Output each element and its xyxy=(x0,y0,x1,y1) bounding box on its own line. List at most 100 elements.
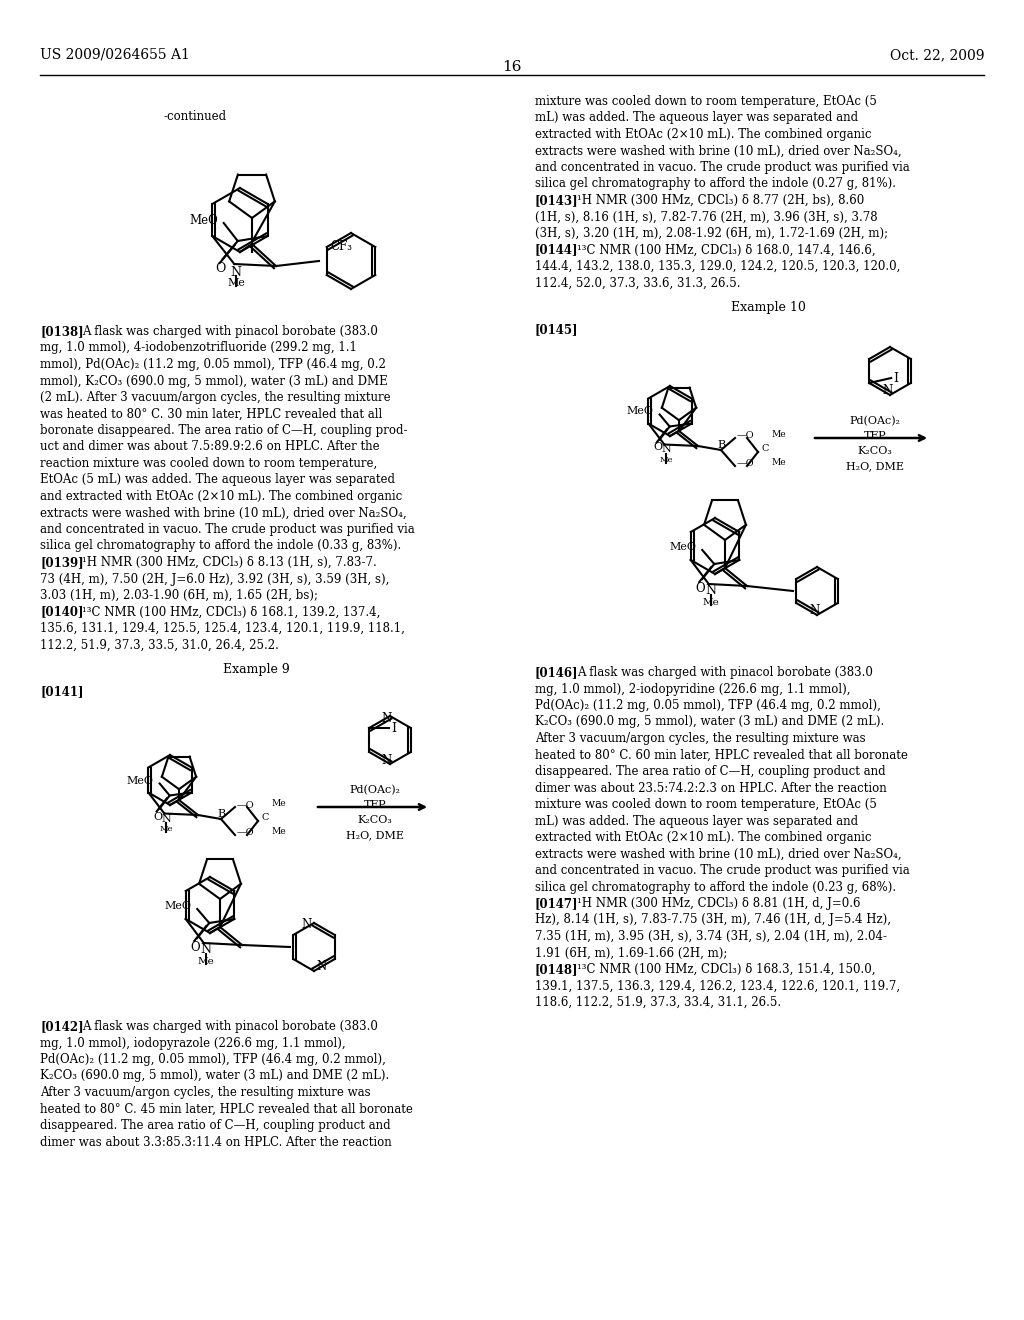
Text: 112.2, 51.9, 37.3, 33.5, 31.0, 26.4, 25.2.: 112.2, 51.9, 37.3, 33.5, 31.0, 26.4, 25.… xyxy=(40,639,279,652)
Text: Pd(OAc)₂ (11.2 mg, 0.05 mmol), TFP (46.4 mg, 0.2 mmol),: Pd(OAc)₂ (11.2 mg, 0.05 mmol), TFP (46.4… xyxy=(535,700,881,711)
Text: ¹³C NMR (100 HMz, CDCl₃) δ 168.1, 139.2, 137.4,: ¹³C NMR (100 HMz, CDCl₃) δ 168.1, 139.2,… xyxy=(82,606,380,619)
Text: and concentrated in vacuo. The crude product was purified via: and concentrated in vacuo. The crude pro… xyxy=(535,865,909,876)
Text: [0139]: [0139] xyxy=(40,556,84,569)
Text: K₂CO₃: K₂CO₃ xyxy=(357,814,392,825)
Text: [0148]: [0148] xyxy=(535,964,579,975)
Text: K₂CO₃ (690.0 mg, 5 mmol), water (3 mL) and DME (2 mL).: K₂CO₃ (690.0 mg, 5 mmol), water (3 mL) a… xyxy=(535,715,885,729)
Text: [0141]: [0141] xyxy=(40,685,84,698)
Text: N: N xyxy=(162,813,171,824)
Text: (1H, s), 8.16 (1H, s), 7.82-7.76 (2H, m), 3.96 (3H, s), 3.78: (1H, s), 8.16 (1H, s), 7.82-7.76 (2H, m)… xyxy=(535,210,878,223)
Text: CF₃: CF₃ xyxy=(331,240,352,253)
Text: C: C xyxy=(762,444,769,453)
Text: silica gel chromatography to afford the indole (0.23 g, 68%).: silica gel chromatography to afford the … xyxy=(535,880,896,894)
Text: and concentrated in vacuo. The crude product was purified via: and concentrated in vacuo. The crude pro… xyxy=(535,161,909,174)
Text: I: I xyxy=(391,722,396,734)
Text: 7.35 (1H, m), 3.95 (3H, s), 3.74 (3H, s), 2.04 (1H, m), 2.04-: 7.35 (1H, m), 3.95 (3H, s), 3.74 (3H, s)… xyxy=(535,931,887,942)
Text: heated to 80° C. 45 min later, HPLC revealed that all boronate: heated to 80° C. 45 min later, HPLC reve… xyxy=(40,1102,413,1115)
Text: MeO: MeO xyxy=(164,902,191,911)
Text: O: O xyxy=(215,261,226,275)
Text: [0147]: [0147] xyxy=(535,898,579,909)
Text: B: B xyxy=(217,809,225,818)
Text: Me: Me xyxy=(659,457,673,465)
Text: and concentrated in vacuo. The crude product was purified via: and concentrated in vacuo. The crude pro… xyxy=(40,523,415,536)
Text: O: O xyxy=(653,442,663,453)
Text: Me: Me xyxy=(772,430,786,440)
Text: [0146]: [0146] xyxy=(535,667,579,678)
Text: Oct. 22, 2009: Oct. 22, 2009 xyxy=(890,48,984,62)
Text: MeO: MeO xyxy=(670,543,696,552)
Text: reaction mixture was cooled down to room temperature,: reaction mixture was cooled down to room… xyxy=(40,457,377,470)
Text: mL) was added. The aqueous layer was separated and: mL) was added. The aqueous layer was sep… xyxy=(535,111,858,124)
Text: After 3 vacuum/argon cycles, the resulting mixture was: After 3 vacuum/argon cycles, the resulti… xyxy=(40,1086,371,1100)
Text: ¹³C NMR (100 HMz, CDCl₃) δ 168.3, 151.4, 150.0,: ¹³C NMR (100 HMz, CDCl₃) δ 168.3, 151.4,… xyxy=(577,964,876,975)
Text: mg, 1.0 mmol), 4-iodobenzotrifluoride (299.2 mg, 1.1: mg, 1.0 mmol), 4-iodobenzotrifluoride (2… xyxy=(40,342,357,355)
Text: [0145]: [0145] xyxy=(535,323,579,337)
Text: N: N xyxy=(302,919,312,932)
Text: ¹³C NMR (100 HMz, CDCl₃) δ 168.0, 147.4, 146.6,: ¹³C NMR (100 HMz, CDCl₃) δ 168.0, 147.4,… xyxy=(577,243,876,256)
Text: N: N xyxy=(230,267,242,279)
Text: Me: Me xyxy=(227,279,245,288)
Text: I: I xyxy=(893,371,898,384)
Text: 135.6, 131.1, 129.4, 125.5, 125.4, 123.4, 120.1, 119.9, 118.1,: 135.6, 131.1, 129.4, 125.5, 125.4, 123.4… xyxy=(40,622,404,635)
Text: N: N xyxy=(810,603,820,616)
Text: 144.4, 143.2, 138.0, 135.3, 129.0, 124.2, 120.5, 120.3, 120.0,: 144.4, 143.2, 138.0, 135.3, 129.0, 124.2… xyxy=(535,260,900,273)
Text: mixture was cooled down to room temperature, EtOAc (5: mixture was cooled down to room temperat… xyxy=(535,799,877,810)
Text: boronate disappeared. The area ratio of C—H, coupling prod-: boronate disappeared. The area ratio of … xyxy=(40,424,408,437)
Text: -continued: -continued xyxy=(164,110,226,123)
Text: heated to 80° C. 60 min later, HPLC revealed that all boronate: heated to 80° C. 60 min later, HPLC reve… xyxy=(535,748,908,762)
Text: H₂O, DME: H₂O, DME xyxy=(846,461,904,471)
Text: TFP: TFP xyxy=(364,800,386,810)
Text: [0142]: [0142] xyxy=(40,1020,84,1034)
Text: K₂CO₃ (690.0 mg, 5 mmol), water (3 mL) and DME (2 mL).: K₂CO₃ (690.0 mg, 5 mmol), water (3 mL) a… xyxy=(40,1069,389,1082)
Text: MeO: MeO xyxy=(627,407,653,417)
Text: [0140]: [0140] xyxy=(40,606,84,619)
Text: extracts were washed with brine (10 mL), dried over Na₂SO₄,: extracts were washed with brine (10 mL),… xyxy=(40,507,407,520)
Text: Me: Me xyxy=(702,598,719,607)
Text: Pd(OAc)₂: Pd(OAc)₂ xyxy=(850,416,900,426)
Text: H₂O, DME: H₂O, DME xyxy=(346,830,404,840)
Text: 73 (4H, m), 7.50 (2H, J=6.0 Hz), 3.92 (3H, s), 3.59 (3H, s),: 73 (4H, m), 7.50 (2H, J=6.0 Hz), 3.92 (3… xyxy=(40,573,389,586)
Text: and extracted with EtOAc (2×10 mL). The combined organic: and extracted with EtOAc (2×10 mL). The … xyxy=(40,490,402,503)
Text: Me: Me xyxy=(272,828,287,836)
Text: A flask was charged with pinacol borobate (383.0: A flask was charged with pinacol borobat… xyxy=(82,325,378,338)
Text: mg, 1.0 mmol), 2-iodopyridine (226.6 mg, 1.1 mmol),: mg, 1.0 mmol), 2-iodopyridine (226.6 mg,… xyxy=(535,682,851,696)
Text: Hz), 8.14 (1H, s), 7.83-7.75 (3H, m), 7.46 (1H, d, J=5.4 Hz),: Hz), 8.14 (1H, s), 7.83-7.75 (3H, m), 7.… xyxy=(535,913,891,927)
Text: disappeared. The area ratio of C—H, coupling product and: disappeared. The area ratio of C—H, coup… xyxy=(535,766,886,777)
Text: disappeared. The area ratio of C—H, coupling product and: disappeared. The area ratio of C—H, coup… xyxy=(40,1119,390,1133)
Text: Me: Me xyxy=(272,799,287,808)
Text: 139.1, 137.5, 136.3, 129.4, 126.2, 123.4, 122.6, 120.1, 119.7,: 139.1, 137.5, 136.3, 129.4, 126.2, 123.4… xyxy=(535,979,900,993)
Text: mL) was added. The aqueous layer was separated and: mL) was added. The aqueous layer was sep… xyxy=(535,814,858,828)
Text: Me: Me xyxy=(772,458,786,467)
Text: 118.6, 112.2, 51.9, 37.3, 33.4, 31.1, 26.5.: 118.6, 112.2, 51.9, 37.3, 33.4, 31.1, 26… xyxy=(535,997,781,1008)
Text: extracted with EtOAc (2×10 mL). The combined organic: extracted with EtOAc (2×10 mL). The comb… xyxy=(535,832,871,843)
Text: O: O xyxy=(154,812,162,821)
Text: MeO: MeO xyxy=(189,214,218,227)
Text: N: N xyxy=(201,942,211,956)
Text: uct and dimer was about 7.5:89.9:2.6 on HPLC. After the: uct and dimer was about 7.5:89.9:2.6 on … xyxy=(40,441,380,454)
Text: ¹H NMR (300 HMz, CDCl₃) δ 8.77 (2H, bs), 8.60: ¹H NMR (300 HMz, CDCl₃) δ 8.77 (2H, bs),… xyxy=(577,194,864,207)
Text: (3H, s), 3.20 (1H, m), 2.08-1.92 (6H, m), 1.72-1.69 (2H, m);: (3H, s), 3.20 (1H, m), 2.08-1.92 (6H, m)… xyxy=(535,227,888,240)
Text: O: O xyxy=(695,582,706,595)
Text: silica gel chromatography to afford the indole (0.27 g, 81%).: silica gel chromatography to afford the … xyxy=(535,177,896,190)
Text: mmol), Pd(OAc)₂ (11.2 mg, 0.05 mmol), TFP (46.4 mg, 0.2: mmol), Pd(OAc)₂ (11.2 mg, 0.05 mmol), TF… xyxy=(40,358,386,371)
Text: O: O xyxy=(190,941,200,954)
Text: ¹H NMR (300 HMz, CDCl₃) δ 8.81 (1H, d, J=0.6: ¹H NMR (300 HMz, CDCl₃) δ 8.81 (1H, d, J… xyxy=(577,898,860,909)
Text: A flask was charged with pinacol borobate (383.0: A flask was charged with pinacol borobat… xyxy=(577,667,872,678)
Text: Me: Me xyxy=(160,825,173,833)
Text: Example 10: Example 10 xyxy=(730,301,806,314)
Text: TFP: TFP xyxy=(863,432,887,441)
Text: K₂CO₃: K₂CO₃ xyxy=(857,446,893,455)
Text: MeO: MeO xyxy=(127,776,154,785)
Text: N: N xyxy=(382,754,392,767)
Text: N: N xyxy=(662,445,671,454)
Text: [0144]: [0144] xyxy=(535,243,579,256)
Text: Example 9: Example 9 xyxy=(222,663,290,676)
Text: mmol), K₂CO₃ (690.0 mg, 5 mmol), water (3 mL) and DME: mmol), K₂CO₃ (690.0 mg, 5 mmol), water (… xyxy=(40,375,388,388)
Text: [0138]: [0138] xyxy=(40,325,84,338)
Text: Pd(OAc)₂ (11.2 mg, 0.05 mmol), TFP (46.4 mg, 0.2 mmol),: Pd(OAc)₂ (11.2 mg, 0.05 mmol), TFP (46.4… xyxy=(40,1053,386,1067)
Text: dimer was about 23.5:74.2:2.3 on HPLC. After the reaction: dimer was about 23.5:74.2:2.3 on HPLC. A… xyxy=(535,781,887,795)
Text: silica gel chromatography to afford the indole (0.33 g, 83%).: silica gel chromatography to afford the … xyxy=(40,540,401,553)
Text: was heated to 80° C. 30 min later, HPLC revealed that all: was heated to 80° C. 30 min later, HPLC … xyxy=(40,408,382,421)
Text: 3.03 (1H, m), 2.03-1.90 (6H, m), 1.65 (2H, bs);: 3.03 (1H, m), 2.03-1.90 (6H, m), 1.65 (2… xyxy=(40,589,318,602)
Text: N: N xyxy=(706,583,716,597)
